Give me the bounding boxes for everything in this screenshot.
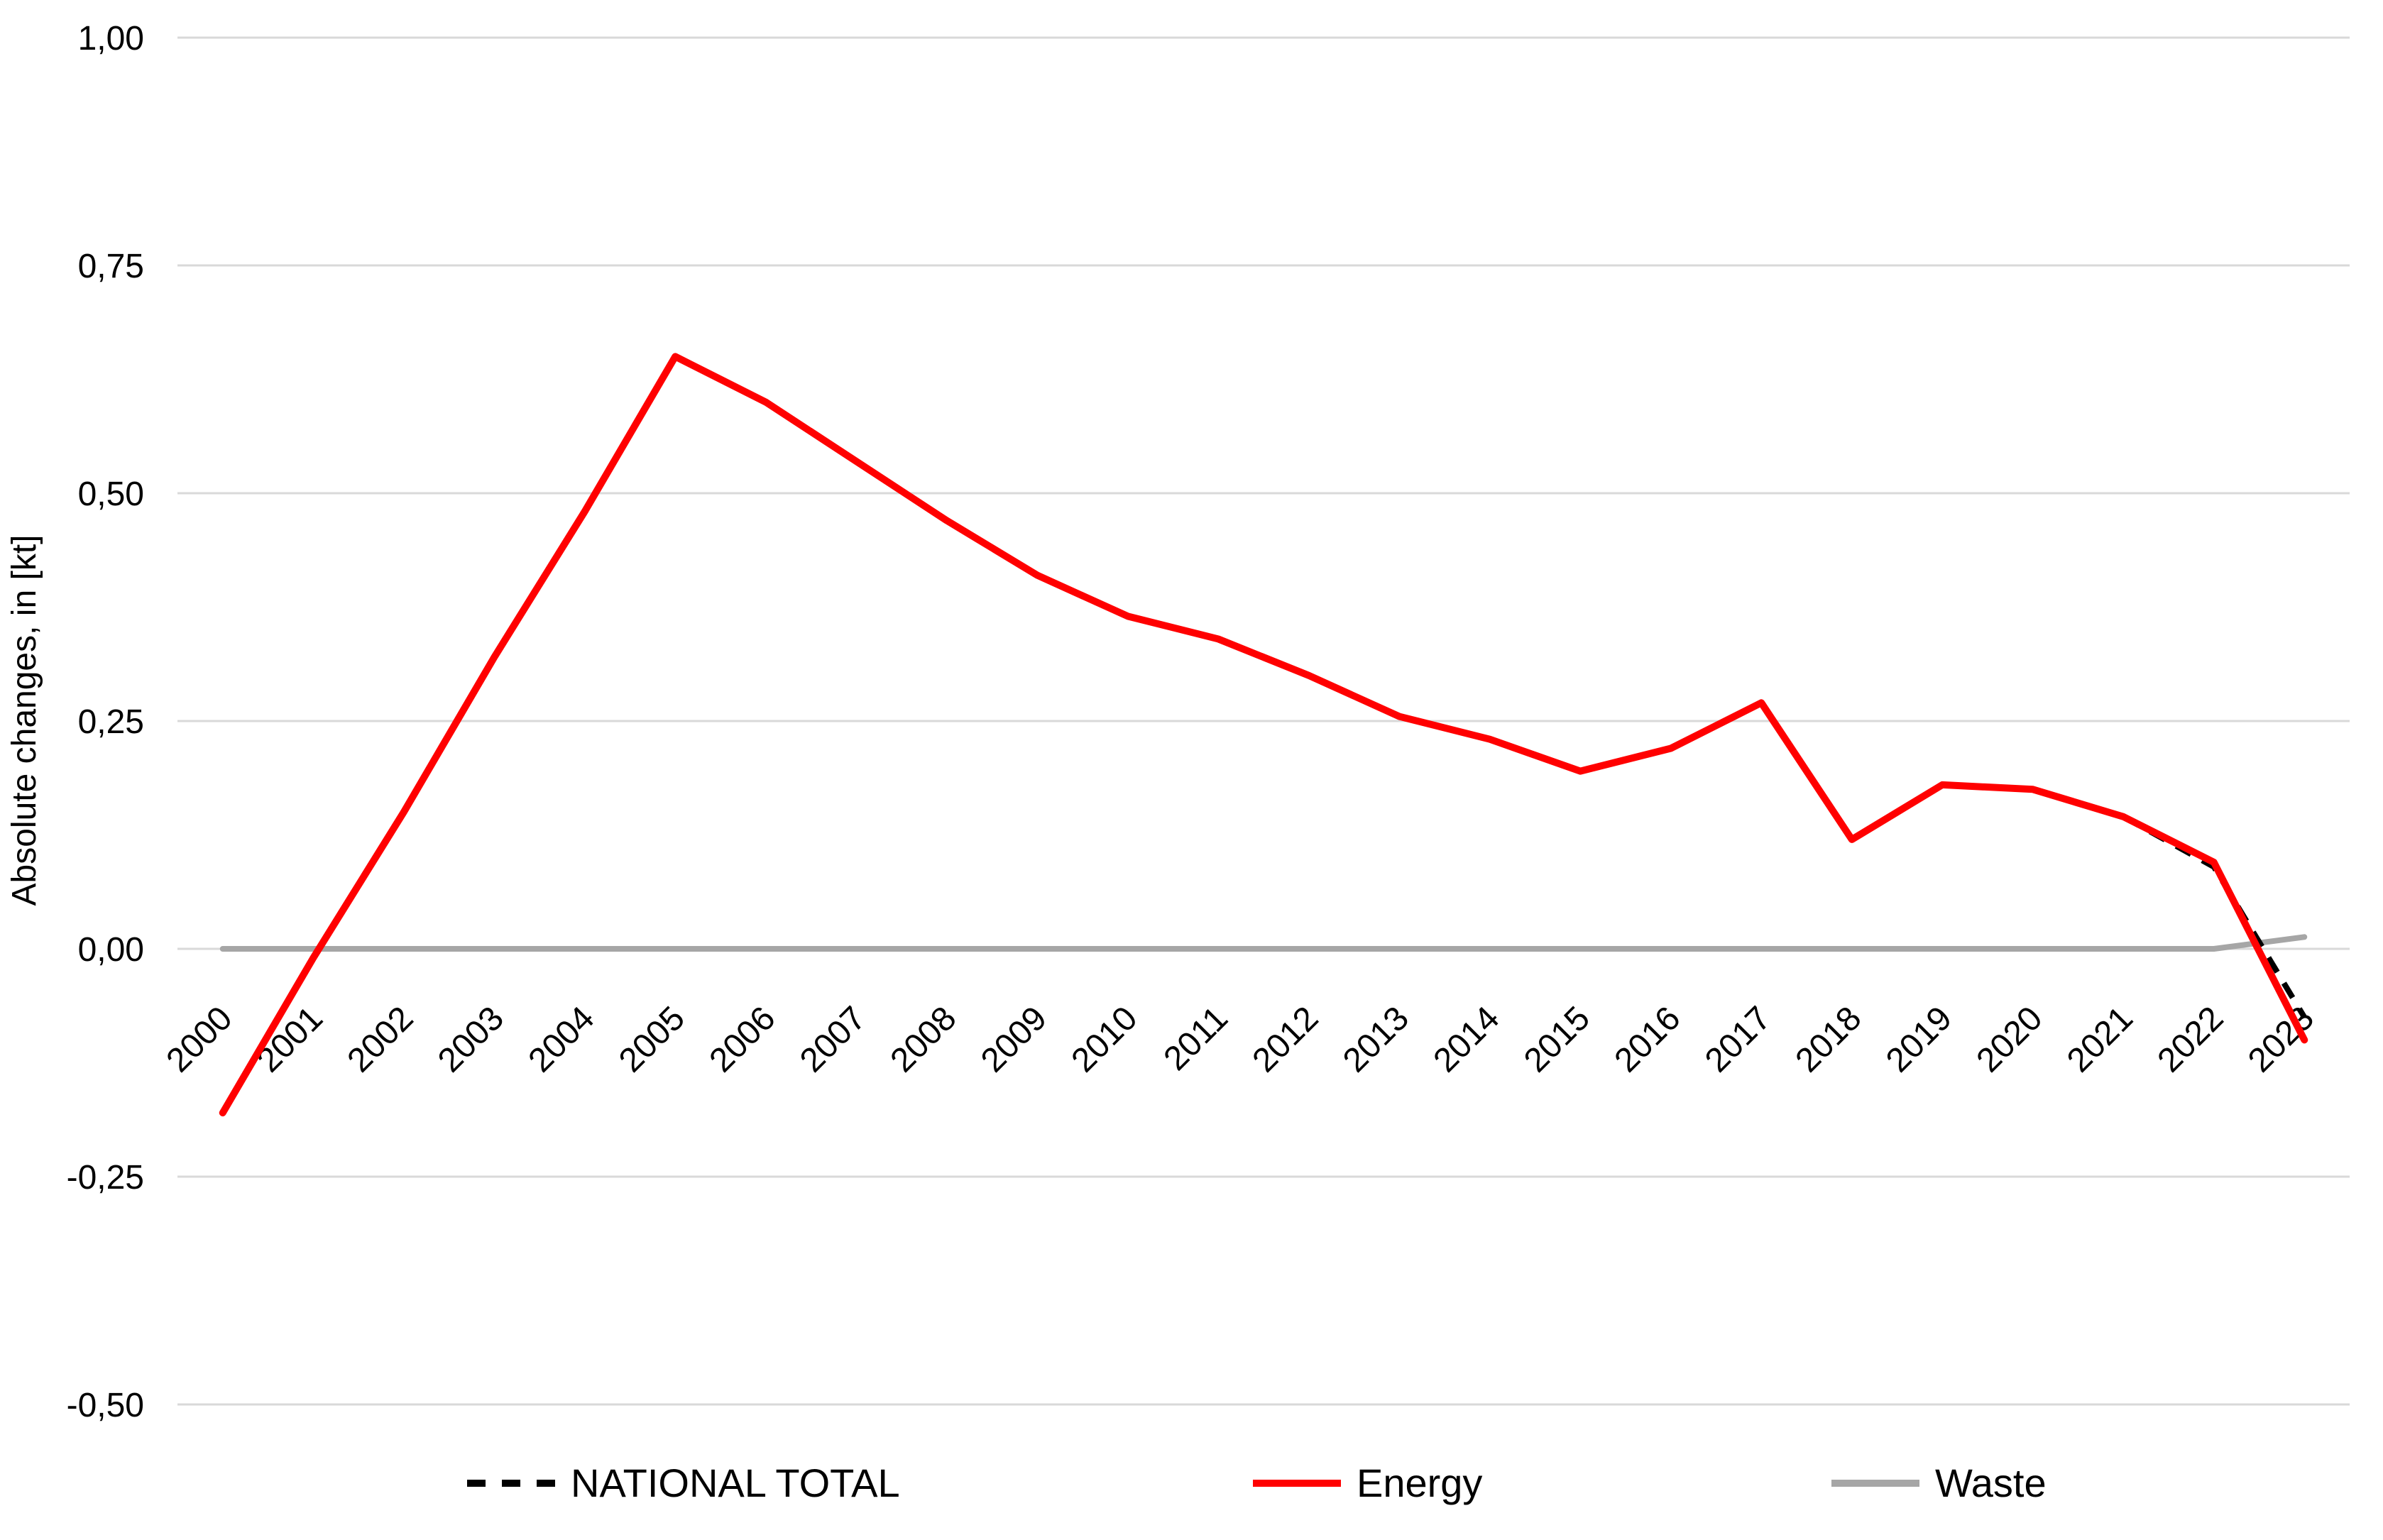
x-tick-label: 2016 <box>1608 999 1688 1079</box>
x-tick-label: 2015 <box>1517 999 1597 1079</box>
y-tick-label: 0,00 <box>78 931 144 969</box>
x-tick-label: 2022 <box>2151 999 2231 1079</box>
y-axis-tick-labels: 1,00 0,75 0,50 0,25 0,00 -0,25 -0,50 <box>67 20 144 1424</box>
y-axis-title: Absolute changes, in [kt] <box>6 535 43 906</box>
x-tick-label: 2008 <box>884 999 964 1079</box>
x-tick-label: 2014 <box>1427 999 1507 1079</box>
x-tick-label: 2007 <box>793 999 873 1079</box>
x-tick-label: 2005 <box>612 999 692 1079</box>
y-tick-label: 0,75 <box>78 248 144 285</box>
x-tick-label: 2009 <box>974 999 1054 1079</box>
y-tick-label: -0,50 <box>67 1387 144 1424</box>
x-axis-tick-labels: 2000 2001 2002 2003 2004 2005 2006 2007 2008 2009… <box>160 999 2321 1079</box>
x-tick-label: 2011 <box>1157 999 1235 1077</box>
y-tick-label: 1,00 <box>78 20 144 57</box>
x-tick-label: 2002 <box>341 999 421 1079</box>
x-tick-label: 2017 <box>1698 999 1778 1079</box>
y-tick-label: 0,25 <box>78 703 144 741</box>
x-tick-label: 2004 <box>522 999 602 1079</box>
y-tick-label: 0,50 <box>78 475 144 513</box>
x-tick-label: 2010 <box>1065 999 1145 1079</box>
x-tick-label: 2003 <box>431 999 511 1079</box>
x-tick-label: 2020 <box>1970 999 2050 1079</box>
waste-line <box>219 934 2308 952</box>
x-tick-label: 2019 <box>1879 999 1959 1079</box>
y-tick-label: -0,25 <box>67 1159 144 1197</box>
gridlines <box>177 36 2350 1406</box>
x-tick-label: 2000 <box>160 999 240 1079</box>
x-tick-label: 2018 <box>1789 999 1869 1079</box>
x-tick-label: 2006 <box>703 999 783 1079</box>
x-tick-label: 2021 <box>2060 999 2140 1079</box>
energy-line <box>219 353 2308 1117</box>
x-tick-label: 2013 <box>1336 999 1416 1079</box>
x-tick-label: 2012 <box>1246 999 1326 1079</box>
national-total-line <box>220 353 2307 1115</box>
x-tick-label: 2023 <box>2241 999 2321 1079</box>
